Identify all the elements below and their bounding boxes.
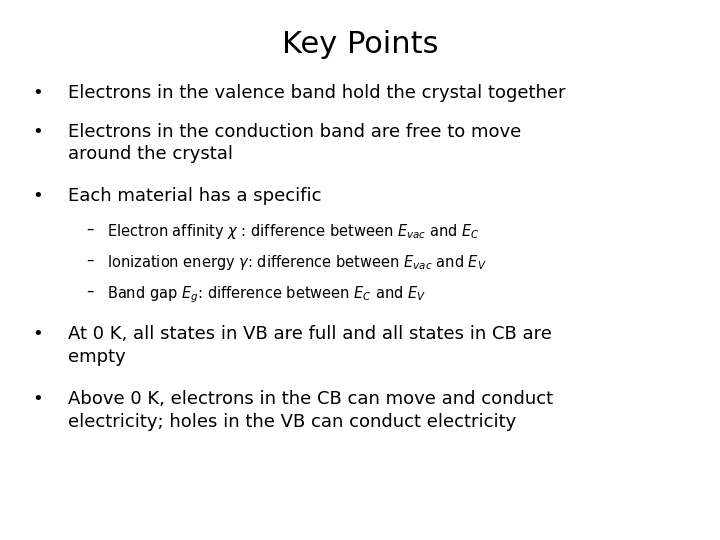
Text: Electron affinity $\chi$ : difference between $E_{vac}$ and $E_C$: Electron affinity $\chi$ : difference be… xyxy=(107,221,480,241)
Text: Above 0 K, electrons in the CB can move and conduct
electricity; holes in the VB: Above 0 K, electrons in the CB can move … xyxy=(68,390,554,431)
Text: –: – xyxy=(86,253,94,268)
Text: •: • xyxy=(32,84,43,102)
Text: At 0 K, all states in VB are full and all states in CB are
empty: At 0 K, all states in VB are full and al… xyxy=(68,325,552,366)
Text: –: – xyxy=(86,284,94,299)
Text: Electrons in the valence band hold the crystal together: Electrons in the valence band hold the c… xyxy=(68,84,566,102)
Text: Key Points: Key Points xyxy=(282,30,438,59)
Text: Ionization energy $\gamma$: difference between $E_{vac}$ and $E_V$: Ionization energy $\gamma$: difference b… xyxy=(107,253,487,272)
Text: Each material has a specific: Each material has a specific xyxy=(68,187,322,205)
Text: Band gap $E_g$: difference between $E_C$ and $E_V$: Band gap $E_g$: difference between $E_C$… xyxy=(107,284,426,305)
Text: –: – xyxy=(86,221,94,237)
Text: •: • xyxy=(32,187,43,205)
Text: •: • xyxy=(32,123,43,140)
Text: •: • xyxy=(32,390,43,408)
Text: •: • xyxy=(32,325,43,343)
Text: Electrons in the conduction band are free to move
around the crystal: Electrons in the conduction band are fre… xyxy=(68,123,522,164)
